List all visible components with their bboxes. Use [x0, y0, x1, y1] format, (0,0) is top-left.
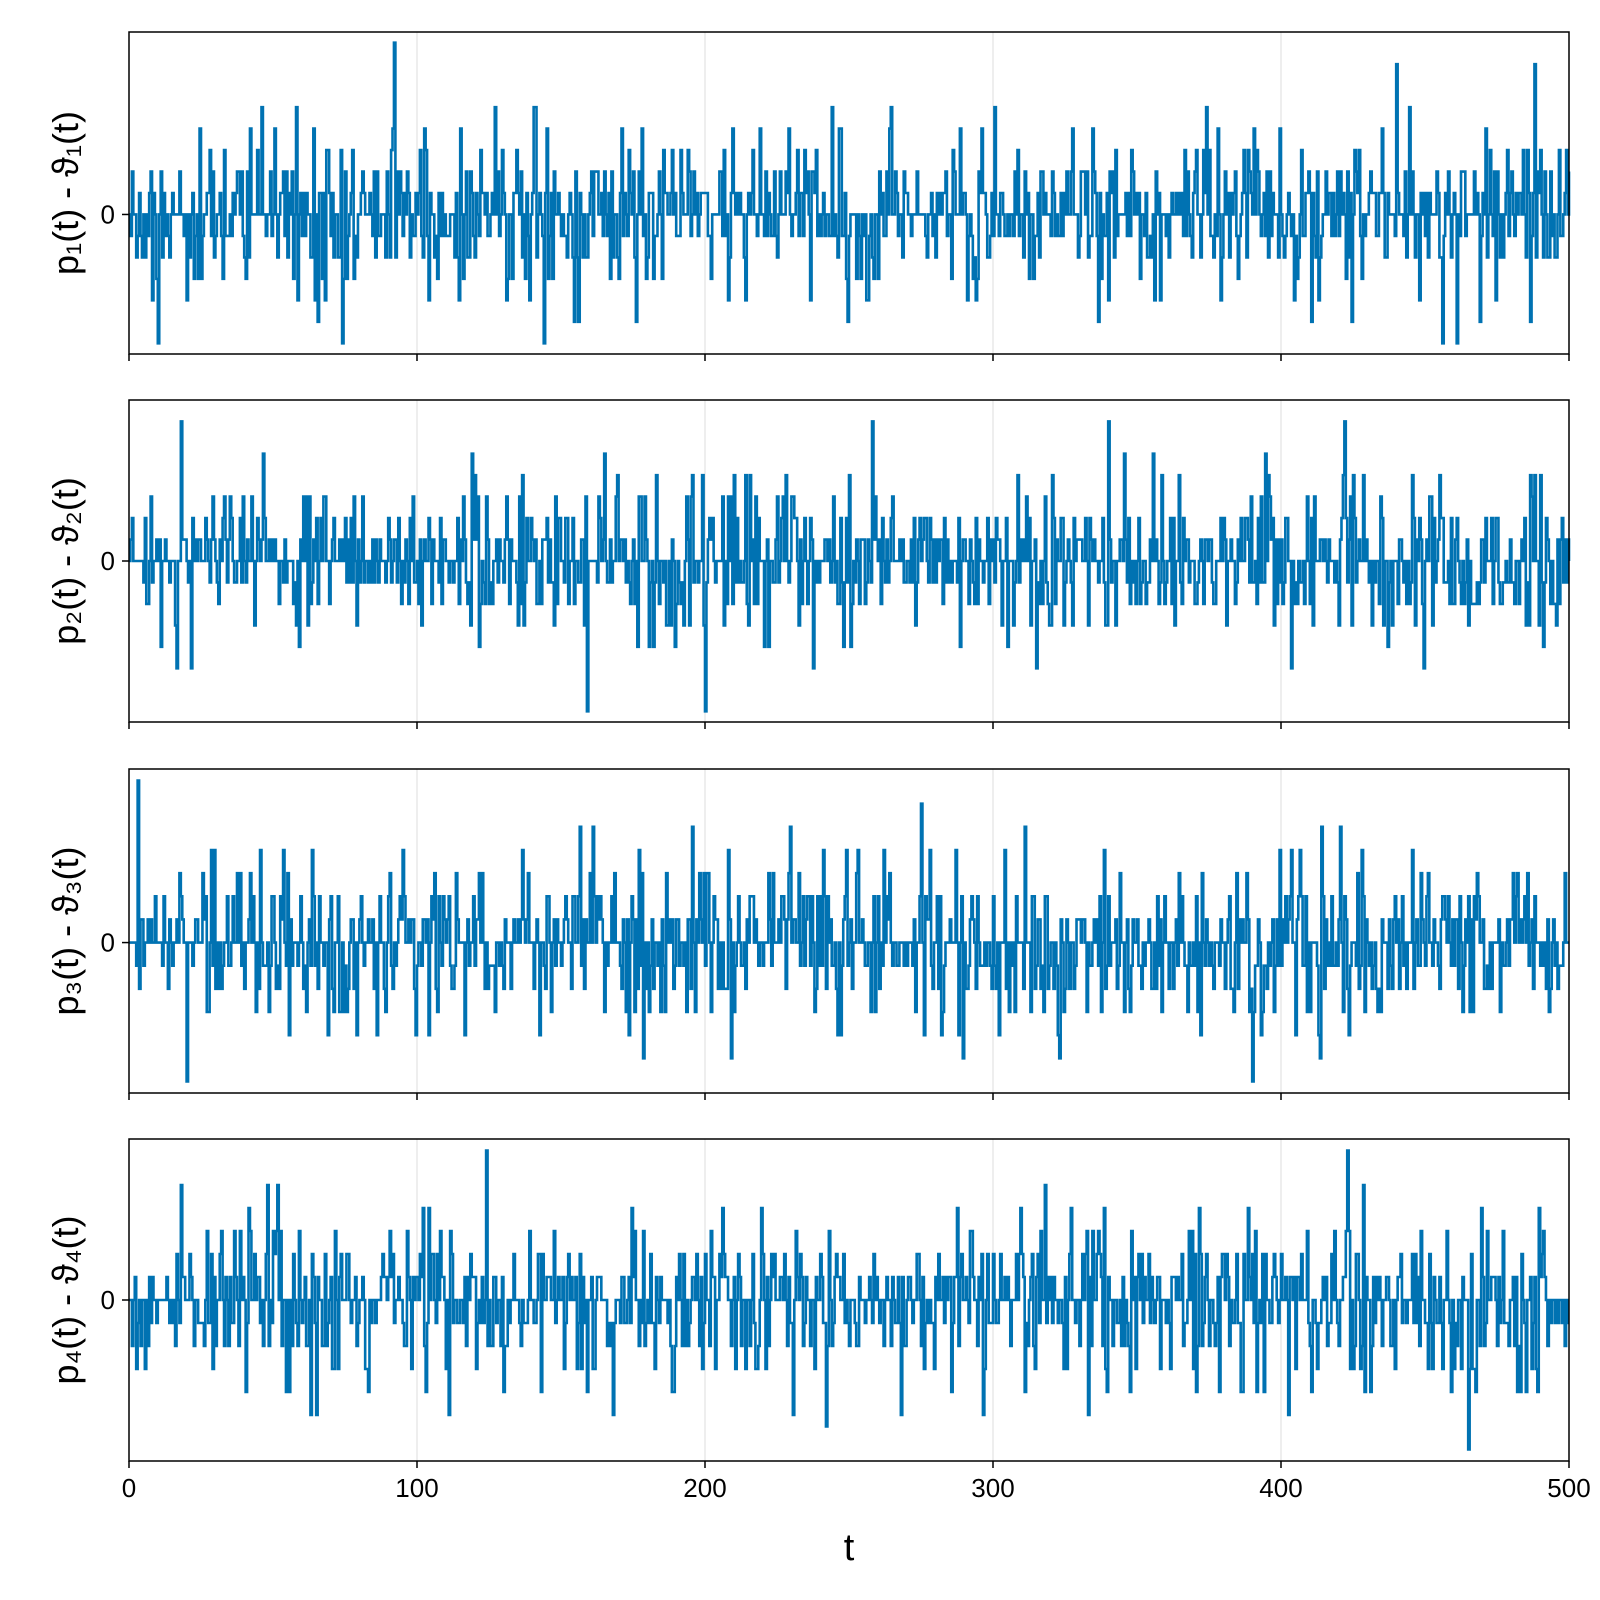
panel-4: 0 p₄(t) - ϑ₄(t) 0 100 200 300 400 500 [45, 1138, 1591, 1503]
y-tick-label: 0 [101, 1285, 115, 1315]
panel-3: 0 p₃(t) - ϑ₃(t) [45, 768, 1570, 1100]
y-tick-label: 0 [101, 928, 115, 958]
panel-2: 0 p₂(t) - ϑ₂(t) [45, 399, 1571, 729]
x-tick-label: 400 [1259, 1473, 1302, 1503]
y-axis-label: p₃(t) - ϑ₃(t) [45, 847, 86, 1016]
x-axis-label: t [844, 1527, 855, 1569]
x-tick-label: 300 [971, 1473, 1014, 1503]
x-tick-label: 500 [1547, 1473, 1590, 1503]
series-line [129, 779, 1569, 1083]
x-tick-label: 200 [683, 1473, 726, 1503]
y-tick-label: 0 [101, 199, 115, 229]
axes-frame [128, 31, 1570, 355]
series-line [129, 1149, 1569, 1451]
axes-frame [128, 768, 1570, 1094]
y-tick-label: 0 [101, 546, 115, 576]
panel-1: 0 p₁(t) - ϑ₁(t) [45, 31, 1571, 361]
series-line [129, 41, 1571, 345]
x-tick-label: 100 [395, 1473, 438, 1503]
series-line [129, 420, 1571, 713]
y-axis-label: p₂(t) - ϑ₂(t) [45, 477, 86, 645]
x-tick-label: 0 [122, 1473, 136, 1503]
y-axis-label: p₄(t) - ϑ₄(t) [45, 1215, 86, 1384]
y-axis-label: p₁(t) - ϑ₁(t) [45, 111, 86, 275]
